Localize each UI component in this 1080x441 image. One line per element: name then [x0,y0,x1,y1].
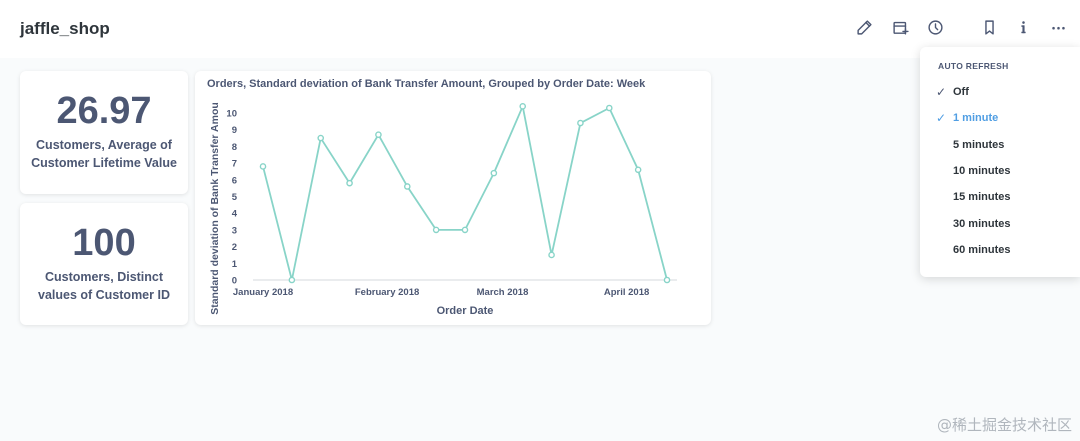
data-point [490,169,498,177]
refresh-option-label: 10 minutes [953,164,1011,177]
refresh-option[interactable]: ✓ Off [920,80,1080,106]
refresh-option-label: 30 minutes [953,217,1011,230]
line-chart: 0 1 2 3 4 5 6 7 8 9 10 January 2018 February 2018 Mar… [209,102,677,317]
series-line [262,105,668,281]
data-point [634,166,642,174]
data-point [605,104,613,112]
data-point [663,276,671,284]
x-tick-label: February 2018 [355,287,419,298]
y-tick-label: 8 [232,142,237,153]
refresh-option[interactable]: 5 minutes [920,133,1080,159]
clock-icon [927,19,943,35]
x-axis-label: Order Date [437,305,494,317]
x-tick-label: March 2018 [477,287,529,298]
scalar-value: 100 [72,221,136,264]
data-point [317,134,325,142]
data-point [519,103,527,110]
y-tick-label: 9 [232,125,237,136]
data-point [461,226,469,234]
bookmark-button[interactable] [977,15,1001,39]
data-point [577,119,584,127]
check-icon: ✓ [936,85,947,99]
y-tick-label: 0 [232,276,237,287]
auto-refresh-button[interactable] [923,15,947,39]
data-point [346,179,353,187]
refresh-option-label: Off [953,86,969,98]
watermark: @稀土掘金技术社区 [936,416,1072,434]
refresh-option[interactable]: 10 minutes [920,159,1080,185]
bookmark-icon [984,19,994,35]
chart-title: Orders, Standard deviation of Bank Trans… [207,78,646,90]
scalar-value: 26.97 [56,90,152,133]
data-point [288,276,296,284]
info-button[interactable] [1011,15,1035,39]
scalar-label: Customers, Distinct values of Customer I… [38,269,170,302]
data-point [403,183,411,190]
y-axis-label: Standard deviation of Bank Transfer Amou [209,102,221,315]
y-tick-label: 5 [232,192,238,203]
refresh-option-label: 5 minutes [953,138,1005,151]
refresh-option[interactable]: 15 minutes [920,185,1080,211]
data-point [432,226,440,234]
scalar-card-lifetime-value[interactable]: 26.97 Customers, Average of Customer Lif… [20,71,188,194]
data-point [548,251,555,259]
y-tick-label: 10 [226,109,237,120]
y-tick-label: 2 [232,242,237,253]
y-tick-label: 3 [232,225,237,236]
add-to-calendar-icon [892,21,909,35]
scalar-card-customer-id[interactable]: 100 Customers, Distinct values of Custom… [20,203,188,325]
dashboard-header: jaffle_shop [0,0,1080,58]
refresh-option-label: 1 minute [953,112,999,125]
info-icon [1020,20,1026,33]
y-tick-label: 6 [232,175,237,186]
refresh-option-label: 15 minutes [953,191,1011,204]
auto-refresh-menu: AUTO REFRESH ✓ Off ✓ 1 minute 5 minutes 10 mi… [920,47,1080,277]
refresh-option-label: 60 minutes [953,243,1011,256]
edit-button[interactable] [852,15,876,39]
line-chart-card[interactable]: Orders, Standard deviation of Bank Trans… [195,71,711,325]
pencil-icon [856,19,872,35]
y-tick-label: 4 [232,209,238,220]
y-tick-label: 1 [232,259,238,270]
refresh-option[interactable]: 60 minutes [920,238,1080,264]
subscriptions-button[interactable] [888,15,912,39]
scalar-label: Customers, Average of Customer Lifetime … [31,138,177,171]
refresh-option[interactable]: ✓ 1 minute [920,106,1080,132]
x-tick-label: January 2018 [233,287,293,298]
refresh-option[interactable]: 30 minutes [920,212,1080,238]
more-button[interactable] [1046,15,1070,39]
check-icon: ✓ [936,111,947,126]
data-point [375,131,382,139]
dashboard-title: jaffle_shop [20,19,110,38]
y-tick-label: 7 [232,159,237,170]
data-point [259,163,267,170]
x-tick-label: April 2018 [604,287,649,298]
more-icon [1051,26,1065,29]
auto-refresh-title: AUTO REFRESH [938,61,1009,71]
